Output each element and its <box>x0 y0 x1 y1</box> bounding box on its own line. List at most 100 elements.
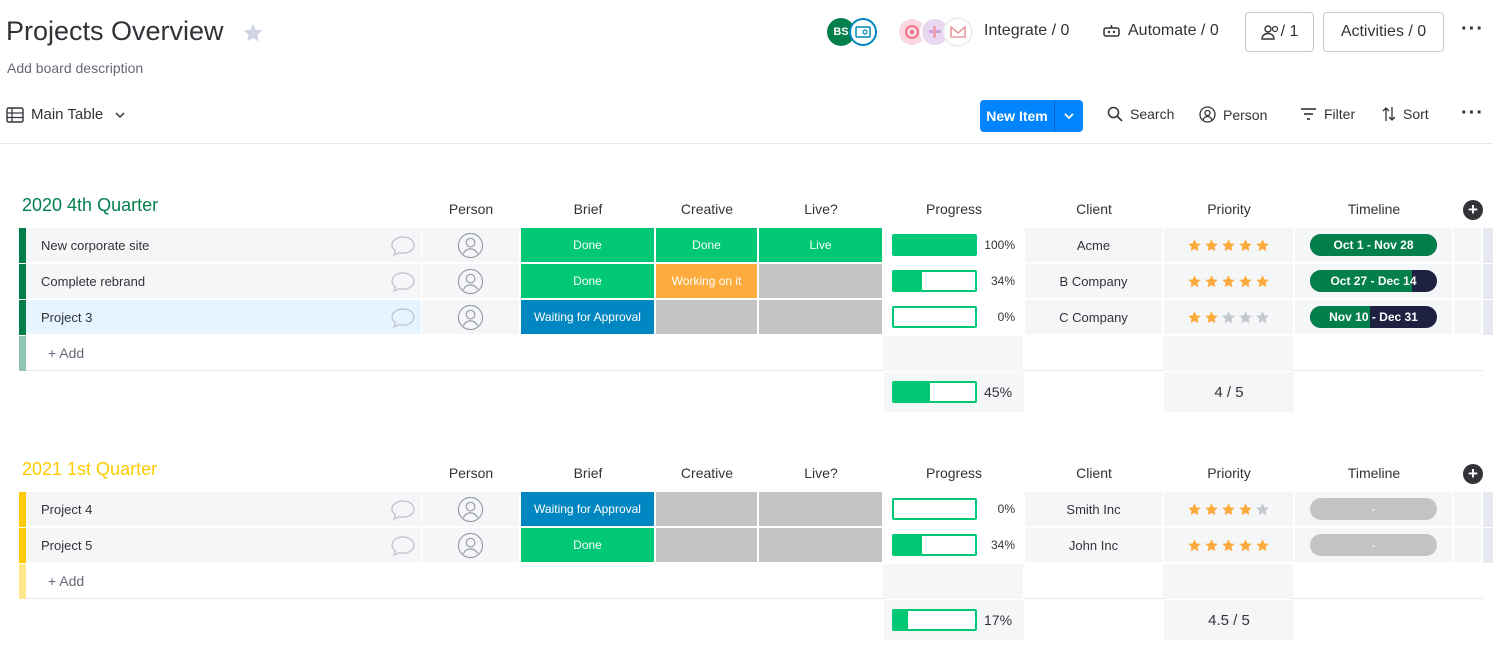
brief-status-cell[interactable]: Done <box>521 228 655 263</box>
live-status-cell[interactable] <box>759 264 883 299</box>
chat-bubble-icon[interactable] <box>390 535 416 557</box>
board-menu-icon[interactable]: ··· <box>1461 18 1484 40</box>
add-item-input[interactable]: + Add <box>26 564 883 599</box>
column-header[interactable]: Live? <box>804 201 838 217</box>
priority-stars[interactable] <box>1187 502 1270 517</box>
table-row[interactable]: Project 3 Waiting for Approval 0% C Company… <box>19 300 1493 335</box>
item-name[interactable]: Complete rebrand <box>26 264 421 299</box>
star-icon[interactable] <box>1204 274 1219 289</box>
star-icon[interactable] <box>1187 538 1202 553</box>
brief-status-cell[interactable]: Waiting for Approval <box>521 492 655 527</box>
star-icon[interactable] <box>1238 310 1253 325</box>
priority-cell[interactable] <box>1164 264 1294 299</box>
column-header[interactable]: Creative <box>680 201 734 217</box>
priority-stars[interactable] <box>1187 238 1270 253</box>
favorite-star-icon[interactable] <box>242 22 264 44</box>
column-header[interactable]: Timeline <box>1347 465 1401 481</box>
integrate-link[interactable]: Integrate / 0 <box>984 22 1069 40</box>
table-row[interactable]: Project 4 Waiting for Approval 0% Smith Inc… <box>19 492 1493 527</box>
item-name[interactable]: Project 4 <box>26 492 421 527</box>
star-icon[interactable] <box>1238 538 1253 553</box>
person-cell[interactable] <box>422 300 520 335</box>
star-icon[interactable] <box>1221 274 1236 289</box>
column-header[interactable]: Progress <box>925 465 983 481</box>
chat-bubble-icon[interactable] <box>390 499 416 521</box>
item-name[interactable]: New corporate site <box>26 228 421 263</box>
timeline-cell[interactable]: - <box>1295 528 1453 563</box>
column-header[interactable]: Client <box>1076 465 1112 481</box>
priority-cell[interactable] <box>1164 492 1294 527</box>
star-icon[interactable] <box>1255 538 1270 553</box>
star-icon[interactable] <box>1204 538 1219 553</box>
live-status-cell[interactable] <box>759 300 883 335</box>
creative-status-cell[interactable] <box>656 528 758 563</box>
column-header[interactable]: Creative <box>680 465 734 481</box>
star-icon[interactable] <box>1255 274 1270 289</box>
item-name[interactable]: Project 5 <box>26 528 421 563</box>
star-icon[interactable] <box>1204 238 1219 253</box>
timeline-cell[interactable]: Oct 27 - Dec 14 <box>1295 264 1453 299</box>
table-row[interactable]: Complete rebrand Done Working on it 34% B Co… <box>19 264 1493 299</box>
star-icon[interactable] <box>1221 310 1236 325</box>
add-item-row[interactable]: + Add <box>19 336 1493 371</box>
star-icon[interactable] <box>1238 238 1253 253</box>
client-cell[interactable]: Acme <box>1025 228 1163 263</box>
column-header[interactable]: Client <box>1076 201 1112 217</box>
priority-cell[interactable] <box>1164 228 1294 263</box>
activities-button[interactable]: Activities / 0 <box>1323 12 1444 52</box>
automate-link[interactable]: Automate / 0 <box>1102 22 1219 40</box>
column-header[interactable]: Priority <box>1207 201 1251 217</box>
live-status-cell[interactable] <box>759 492 883 527</box>
star-icon[interactable] <box>1187 274 1202 289</box>
star-icon[interactable] <box>1187 502 1202 517</box>
star-icon[interactable] <box>1255 502 1270 517</box>
priority-stars[interactable] <box>1187 538 1270 553</box>
timeline-pill[interactable]: Oct 1 - Nov 28 <box>1310 234 1437 256</box>
person-filter-button[interactable]: Person <box>1199 106 1267 123</box>
person-cell[interactable] <box>422 228 520 263</box>
priority-stars[interactable] <box>1187 274 1270 289</box>
star-icon[interactable] <box>1204 310 1219 325</box>
members-button[interactable]: / 1 <box>1245 12 1314 52</box>
new-item-button[interactable]: New Item <box>980 100 1083 132</box>
table-row[interactable]: Project 5 Done 34% John Inc - <box>19 528 1493 563</box>
timeline-pill[interactable]: - <box>1310 534 1437 556</box>
column-header[interactable]: Person <box>448 201 494 217</box>
live-status-cell[interactable] <box>759 528 883 563</box>
column-header[interactable]: Brief <box>573 201 603 217</box>
star-icon[interactable] <box>1221 238 1236 253</box>
star-icon[interactable] <box>1255 310 1270 325</box>
group-title[interactable]: 2021 1st Quarter <box>22 459 158 479</box>
search-button[interactable]: Search <box>1107 106 1174 122</box>
star-icon[interactable] <box>1238 502 1253 517</box>
column-header[interactable]: Brief <box>573 465 603 481</box>
chat-bubble-icon[interactable] <box>390 307 416 329</box>
toolbar-menu-icon[interactable]: ··· <box>1461 102 1484 124</box>
creative-status-cell[interactable] <box>656 492 758 527</box>
creative-status-cell[interactable]: Working on it <box>656 264 758 299</box>
priority-cell[interactable] <box>1164 300 1294 335</box>
star-icon[interactable] <box>1187 238 1202 253</box>
timeline-cell[interactable]: - <box>1295 492 1453 527</box>
creative-status-cell[interactable] <box>656 300 758 335</box>
client-cell[interactable]: John Inc <box>1025 528 1163 563</box>
column-header[interactable]: Person <box>448 465 494 481</box>
person-cell[interactable] <box>422 264 520 299</box>
live-status-cell[interactable]: Live <box>759 228 883 263</box>
chat-bubble-icon[interactable] <box>390 271 416 293</box>
timeline-cell[interactable]: Nov 10 - Dec 31 <box>1295 300 1453 335</box>
guest-avatar-icon[interactable] <box>849 18 877 46</box>
priority-stars[interactable] <box>1187 310 1270 325</box>
sort-button[interactable]: Sort <box>1382 106 1429 122</box>
page-title[interactable]: Projects Overview <box>6 16 224 46</box>
star-icon[interactable] <box>1221 538 1236 553</box>
add-item-row[interactable]: + Add <box>19 564 1493 599</box>
filter-button[interactable]: Filter <box>1300 106 1355 122</box>
column-header[interactable]: Priority <box>1207 465 1251 481</box>
star-icon[interactable] <box>1221 502 1236 517</box>
add-column-icon[interactable]: + <box>1463 200 1483 220</box>
chat-bubble-icon[interactable] <box>390 235 416 257</box>
star-icon[interactable] <box>1238 274 1253 289</box>
client-cell[interactable]: B Company <box>1025 264 1163 299</box>
add-column-icon[interactable]: + <box>1463 464 1483 484</box>
